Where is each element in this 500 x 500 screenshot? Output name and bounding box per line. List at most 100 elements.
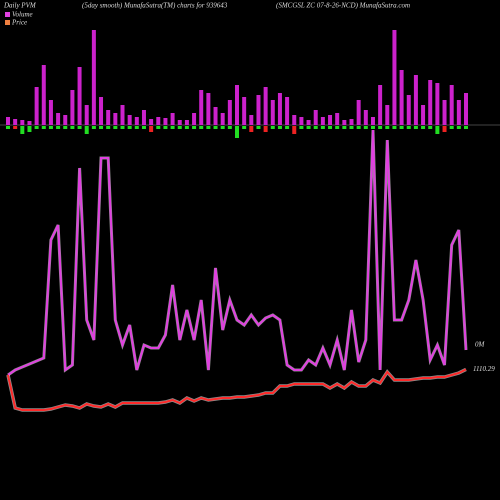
volume-bar bbox=[328, 115, 333, 125]
change-bar bbox=[84, 126, 89, 134]
volume-bar bbox=[428, 80, 433, 125]
change-bar bbox=[335, 126, 340, 129]
volume-bar bbox=[370, 117, 375, 125]
volume-bar bbox=[163, 118, 168, 125]
change-bar bbox=[378, 126, 383, 129]
volume-bar bbox=[120, 105, 125, 125]
change-bar bbox=[134, 126, 139, 129]
change-bar bbox=[456, 126, 461, 129]
volume-bar bbox=[442, 100, 447, 125]
volume-bar bbox=[277, 93, 282, 125]
volume-bar bbox=[399, 70, 404, 125]
volume-bar bbox=[13, 119, 18, 125]
volume-bar bbox=[456, 100, 461, 125]
change-bar bbox=[113, 126, 118, 129]
change-bar bbox=[106, 126, 111, 129]
change-bar bbox=[20, 126, 25, 134]
volume-bar bbox=[192, 113, 197, 125]
change-bar bbox=[63, 126, 68, 129]
volume-bar bbox=[149, 119, 154, 125]
change-bar bbox=[370, 126, 375, 129]
change-bar bbox=[77, 126, 82, 129]
change-bar bbox=[56, 126, 61, 129]
change-bar bbox=[277, 126, 282, 129]
volume-bar bbox=[156, 117, 161, 125]
change-bar bbox=[392, 126, 397, 129]
change-bar bbox=[342, 126, 347, 129]
volume-bar bbox=[199, 90, 204, 125]
volume-bar bbox=[363, 110, 368, 125]
change-bar bbox=[449, 126, 454, 129]
change-bar bbox=[442, 126, 447, 132]
volume-bar bbox=[320, 117, 325, 125]
change-bar bbox=[70, 126, 75, 129]
volume-bar bbox=[464, 93, 468, 125]
change-bar bbox=[177, 126, 182, 129]
chart-subtitle: (5day smooth) MunafaSutra(TM) charts for… bbox=[82, 2, 228, 10]
change-bar bbox=[141, 126, 146, 129]
volume-bar bbox=[235, 85, 239, 125]
legend-label: Price bbox=[11, 19, 27, 27]
volume-bar bbox=[313, 110, 318, 125]
volume-bar bbox=[392, 30, 397, 125]
change-bar bbox=[192, 126, 197, 129]
volume-bar bbox=[206, 93, 211, 125]
change-bar bbox=[464, 126, 468, 129]
volume-axis-label: 0M bbox=[475, 341, 486, 349]
change-bar bbox=[227, 126, 232, 129]
change-bar bbox=[156, 126, 161, 129]
volume-bar bbox=[127, 115, 132, 125]
legend-label: Volume bbox=[12, 11, 33, 19]
change-bar bbox=[206, 126, 211, 129]
price-line bbox=[7, 368, 467, 411]
legend-swatch bbox=[5, 20, 10, 25]
volume-bar bbox=[292, 115, 297, 125]
volume-bar bbox=[77, 67, 82, 125]
change-bar bbox=[356, 126, 361, 129]
change-bar bbox=[6, 126, 10, 129]
volume-bar bbox=[56, 113, 61, 125]
volume-bar bbox=[242, 97, 247, 125]
change-bar bbox=[199, 126, 204, 129]
volume-bar bbox=[306, 120, 311, 125]
change-bar bbox=[149, 126, 154, 132]
change-bar bbox=[34, 126, 39, 129]
change-bar bbox=[213, 126, 218, 129]
volume-bar bbox=[285, 97, 290, 125]
volume-bar bbox=[213, 107, 218, 125]
volume-bar bbox=[113, 113, 118, 125]
change-bar bbox=[170, 126, 175, 129]
change-bar bbox=[120, 126, 125, 129]
volume-bar bbox=[270, 100, 275, 125]
change-bar bbox=[13, 126, 18, 129]
change-bar bbox=[428, 126, 433, 129]
change-bar bbox=[163, 126, 168, 129]
volume-bar bbox=[342, 120, 347, 125]
volume-bar bbox=[220, 113, 225, 125]
volume-bar bbox=[385, 105, 390, 125]
volume-bar bbox=[70, 90, 75, 125]
volume-bar bbox=[170, 113, 175, 125]
change-bar bbox=[385, 126, 390, 129]
change-bar bbox=[263, 126, 268, 132]
change-bar bbox=[285, 126, 290, 129]
volume-bar bbox=[134, 117, 139, 125]
chart-symbol: (SMCGSL ZC 07-8-26-NCD) MunafaSutra.com bbox=[276, 2, 410, 10]
volume-bar bbox=[356, 100, 361, 125]
change-bar bbox=[48, 126, 53, 129]
volume-bar bbox=[335, 113, 340, 125]
volume-bar bbox=[299, 117, 304, 125]
change-bar bbox=[363, 126, 368, 129]
volume-bar bbox=[20, 120, 25, 125]
change-bar bbox=[184, 126, 189, 129]
change-bar bbox=[91, 126, 96, 129]
volume-bar bbox=[184, 120, 189, 125]
change-bar bbox=[349, 126, 354, 129]
change-bar bbox=[406, 126, 411, 129]
volume-bar bbox=[99, 97, 104, 125]
volume-bar bbox=[406, 95, 411, 125]
change-bar bbox=[127, 126, 132, 129]
volume-bar bbox=[6, 117, 10, 125]
volume-bar bbox=[63, 115, 68, 125]
